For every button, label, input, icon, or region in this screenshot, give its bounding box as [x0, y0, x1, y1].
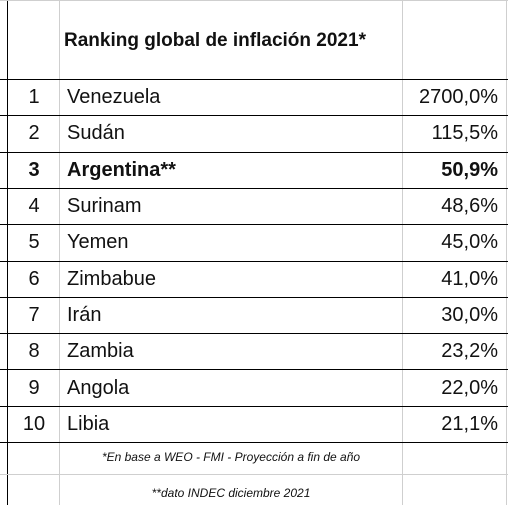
footnote-divider-line [0, 474, 508, 475]
country-cell: Irán [67, 303, 102, 326]
row-divider-line [0, 369, 508, 370]
rank-cell: 4 [28, 195, 40, 218]
inflation-value-cell: 45,0% [441, 231, 498, 254]
rank-cell: 8 [28, 340, 40, 363]
rank-column-divider [59, 0, 60, 505]
row-divider-line [0, 188, 508, 189]
country-cell: Sudán [67, 122, 125, 145]
right-border-line [506, 0, 507, 505]
row-divider-line [0, 79, 508, 80]
rank-cell: 7 [28, 303, 40, 326]
country-cell: Venezuela [67, 86, 161, 109]
row-divider-line [0, 115, 508, 116]
inflation-value-cell: 30,0% [441, 303, 498, 326]
inflation-value-cell: 115,5% [431, 122, 498, 145]
value-column-divider [402, 0, 403, 505]
inflation-value-cell: 2700,0% [419, 86, 498, 109]
inflation-value-cell: 22,0% [441, 376, 498, 399]
row-divider-line [0, 442, 508, 443]
inflation-value-cell: 23,2% [441, 340, 498, 363]
rank-cell: 2 [28, 122, 40, 145]
footnote-weo: *En base a WEO - FMI - Proyección a fin … [101, 450, 361, 464]
row-divider-line [0, 406, 508, 407]
rank-cell: 6 [28, 267, 40, 290]
left-border-line [7, 0, 8, 505]
top-border-line [0, 0, 508, 1]
table-title: Ranking global de inflación 2021* [64, 30, 366, 51]
country-cell: Angola [67, 376, 130, 399]
rank-cell: 5 [28, 231, 40, 254]
row-divider-line [0, 297, 508, 298]
footnote-indec: **dato INDEC diciembre 2021 [151, 486, 311, 500]
inflation-value-cell: 50,9% [441, 158, 498, 181]
country-cell: Surinam [67, 195, 142, 218]
rank-cell: 1 [28, 86, 40, 109]
row-divider-line [0, 261, 508, 262]
country-cell: Yemen [67, 231, 129, 254]
country-cell: Argentina** [67, 158, 176, 181]
row-divider-line [0, 333, 508, 334]
inflation-value-cell: 41,0% [441, 267, 498, 290]
country-cell: Zambia [67, 340, 134, 363]
rank-cell: 3 [28, 158, 40, 181]
rank-cell: 9 [28, 376, 40, 399]
inflation-value-cell: 21,1% [441, 412, 498, 435]
row-divider-line [0, 224, 508, 225]
inflation-value-cell: 48,6% [441, 195, 498, 218]
row-divider-line [0, 152, 508, 153]
country-cell: Libia [67, 412, 110, 435]
rank-cell: 10 [22, 412, 46, 435]
country-cell: Zimbabue [67, 267, 156, 290]
